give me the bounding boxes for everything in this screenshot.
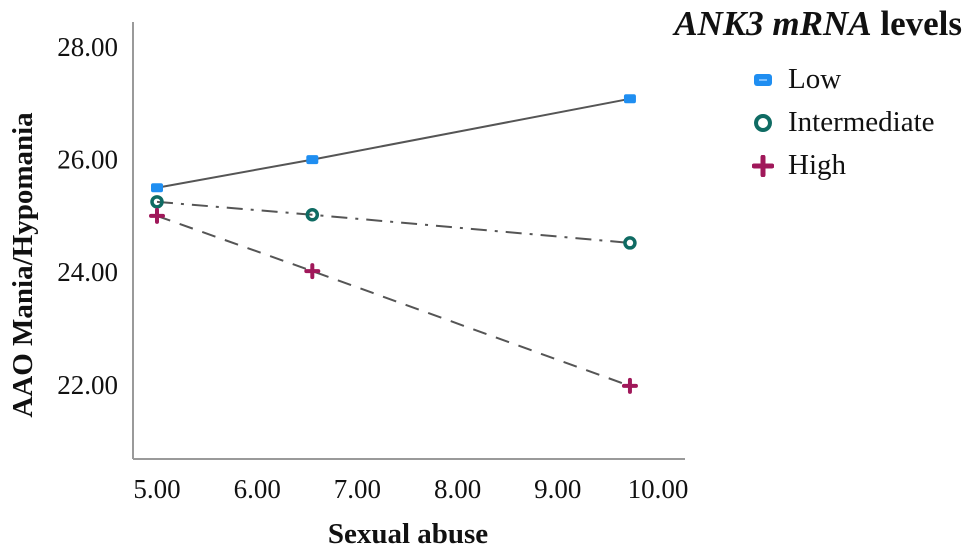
y-tick-label: 22.00 [57, 370, 118, 400]
low-series-line [156, 97, 631, 189]
y-tick-labels: 22.00 24.00 26.00 28.00 [57, 32, 118, 400]
x-tick-label: 9.00 [534, 474, 581, 504]
circle-marker-icon [623, 236, 637, 250]
legend: Low Intermediate High [752, 58, 935, 187]
square-marker-icon [151, 183, 163, 193]
legend-title-gene: ANK3 mRNA [674, 4, 872, 43]
legend-title: ANK3 mRNA levels [674, 4, 962, 44]
x-axis-title: Sexual abuse [328, 518, 488, 550]
legend-label: Intermediate [788, 106, 935, 138]
plus-marker-icon [621, 377, 638, 394]
y-axis-title: AAO Mania/Hypomania [7, 112, 39, 418]
legend-title-suffix: levels [871, 4, 962, 43]
high-series-line [156, 214, 631, 387]
square-marker-icon [752, 69, 774, 91]
square-marker-icon [623, 94, 636, 104]
square-marker-icon [306, 155, 319, 165]
x-tick-labels: 5.00 6.00 7.00 8.00 9.00 10.00 [133, 474, 688, 504]
x-tick-label: 10.00 [628, 474, 689, 504]
legend-label: High [788, 149, 846, 181]
circle-marker-icon [305, 208, 320, 222]
plus-marker-icon [149, 207, 165, 224]
x-tick-label: 6.00 [234, 474, 281, 504]
legend-label: Low [788, 63, 842, 95]
axes [132, 22, 685, 460]
y-tick-label: 28.00 [57, 32, 118, 62]
legend-item-intermediate: Intermediate [752, 101, 935, 144]
circle-marker-icon [150, 195, 164, 209]
plus-marker-icon [304, 263, 321, 280]
intermediate-series-line [156, 200, 631, 244]
legend-item-low: Low [752, 58, 935, 101]
series-markers [149, 94, 638, 394]
y-tick-label: 24.00 [57, 257, 118, 287]
plus-marker-icon [752, 154, 774, 177]
legend-item-high: High [752, 144, 935, 187]
series-lines [156, 97, 631, 387]
x-tick-label: 7.00 [334, 474, 381, 504]
x-tick-label: 5.00 [133, 474, 180, 504]
circle-marker-icon [752, 112, 774, 134]
y-tick-label: 26.00 [57, 145, 118, 175]
x-tick-label: 8.00 [434, 474, 481, 504]
